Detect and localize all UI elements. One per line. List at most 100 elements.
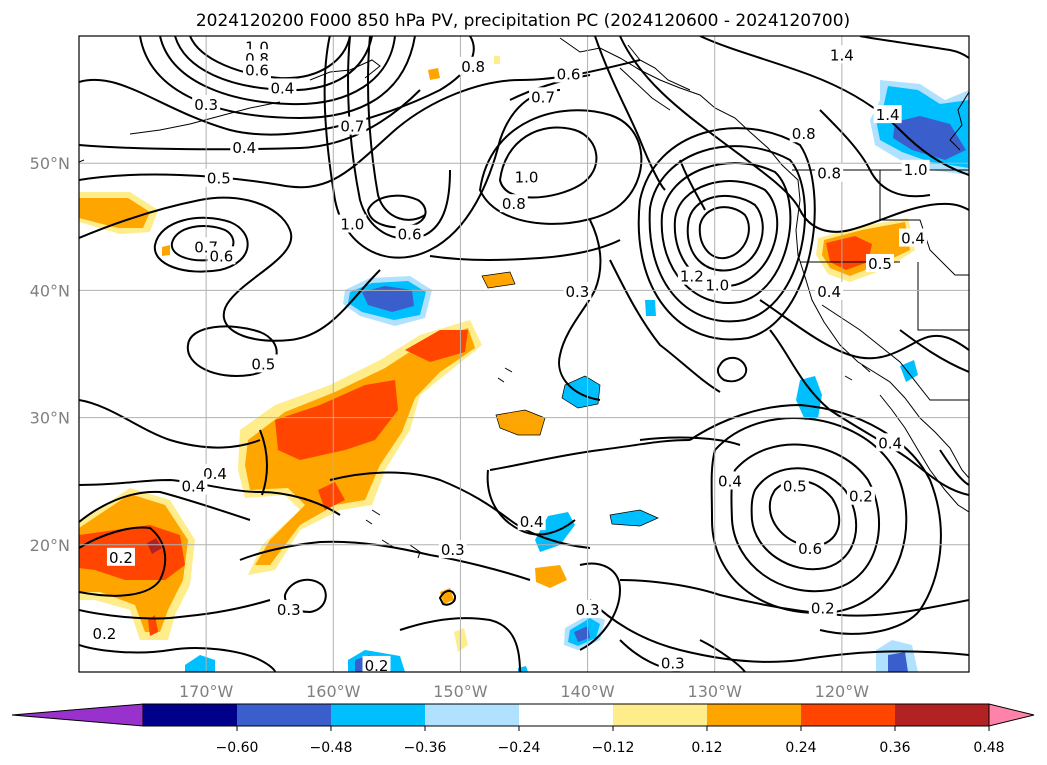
contour-label-bg bbox=[207, 246, 236, 265]
contour-label-bg bbox=[249, 354, 278, 373]
x-tick-label: 120°W bbox=[815, 682, 870, 701]
contour-label-bg bbox=[338, 116, 367, 135]
contour-line bbox=[239, 540, 531, 581]
contour-label: 1.4 bbox=[830, 46, 854, 64]
contour-line bbox=[699, 36, 969, 176]
contour-line bbox=[189, 36, 351, 80]
contour-label: 0.4 bbox=[817, 283, 841, 301]
coastline bbox=[309, 59, 381, 81]
contour-label: 0.5 bbox=[207, 170, 231, 188]
contour-label: 0.6 bbox=[798, 540, 822, 558]
y-tick-label: 40°N bbox=[30, 281, 70, 300]
contour-label-bg bbox=[703, 275, 732, 294]
contour-line bbox=[579, 562, 622, 651]
contour-line bbox=[750, 467, 858, 571]
contour-line bbox=[159, 36, 396, 106]
colorbar-extend-high bbox=[988, 703, 1035, 727]
x-tick-label: 170°W bbox=[179, 682, 234, 701]
negative-anomaly-area bbox=[645, 300, 656, 316]
positive-anomaly-area bbox=[535, 565, 567, 588]
contour-line bbox=[329, 471, 591, 549]
contour-line bbox=[716, 356, 748, 383]
contour-label-bg bbox=[204, 168, 233, 187]
coastline bbox=[559, 37, 969, 479]
colorbar-tick-label: 0.36 bbox=[879, 740, 910, 756]
negative-anomaly-area bbox=[888, 652, 908, 672]
contour-label-bg bbox=[274, 599, 303, 618]
contour-line bbox=[679, 159, 706, 211]
contour-label: 0.8 bbox=[461, 58, 485, 76]
coastline bbox=[949, 91, 969, 151]
contour-line bbox=[699, 639, 746, 672]
negative-anomaly-area bbox=[796, 376, 822, 420]
contour-label: 0.4 bbox=[270, 79, 294, 97]
contour-label: 1.0 bbox=[340, 216, 364, 234]
contour-label: 0.6 bbox=[557, 65, 581, 83]
contour-label-bg bbox=[459, 56, 488, 75]
x-tick-label: 130°W bbox=[688, 682, 743, 701]
contour-line bbox=[79, 490, 251, 523]
coastline bbox=[365, 509, 421, 559]
colorbar-segment bbox=[519, 704, 613, 726]
pv-contour-lines bbox=[79, 36, 969, 672]
coastline bbox=[79, 159, 85, 163]
positive-anomaly-area bbox=[275, 380, 398, 460]
contour-label-bg bbox=[789, 124, 818, 143]
contour-label-bg bbox=[230, 138, 259, 157]
contour-line bbox=[79, 89, 421, 151]
coastline bbox=[129, 101, 281, 135]
negative-anomaly-area bbox=[562, 376, 600, 408]
contour-label: 0.2 bbox=[109, 549, 133, 567]
contour-label-bg bbox=[192, 94, 221, 113]
contour-label-bg bbox=[563, 281, 592, 300]
contour-label: 0.7 bbox=[531, 88, 555, 106]
contour-line bbox=[399, 617, 521, 672]
contour-label: 0.4 bbox=[878, 434, 902, 452]
contour-label-bg bbox=[395, 224, 424, 243]
contour-line bbox=[558, 219, 602, 401]
contour-label: 0.2 bbox=[92, 625, 116, 643]
contour-label: 0.4 bbox=[520, 513, 544, 531]
colorbar-tick-label: 0.12 bbox=[691, 740, 722, 756]
contour-label: 0.3 bbox=[194, 96, 218, 114]
contour-label: 0.5 bbox=[783, 478, 807, 496]
contour-label: 0.4 bbox=[181, 478, 205, 496]
x-axis-ticks: 170°W 160°W 150°W 140°W 130°W 120°W bbox=[179, 682, 869, 701]
contour-label: 0.2 bbox=[811, 600, 835, 618]
contour-line bbox=[619, 36, 969, 233]
positive-anomaly-area bbox=[162, 245, 170, 256]
contour-line bbox=[698, 206, 750, 260]
negative-anomaly-area bbox=[574, 626, 590, 642]
contour-label-bg bbox=[815, 163, 844, 182]
contour-label-bg bbox=[715, 471, 744, 490]
anomaly-outline bbox=[609, 509, 659, 527]
colorbar-segment bbox=[143, 704, 237, 726]
contour-label-bg bbox=[876, 433, 905, 452]
contour-label: 0.2 bbox=[365, 657, 389, 675]
contour-line bbox=[639, 436, 741, 446]
positive-anomaly-area bbox=[245, 328, 475, 565]
contour-line bbox=[594, 36, 666, 191]
contour-line bbox=[79, 399, 261, 449]
chart-title: 2024120200 F000 850 hPa PV, precipitatio… bbox=[196, 11, 850, 31]
contour-label-bg bbox=[658, 653, 687, 672]
contour-label: 0.8 bbox=[792, 125, 816, 143]
contour-line bbox=[899, 329, 969, 373]
contour-line bbox=[438, 590, 457, 606]
contour-label-bg bbox=[499, 194, 528, 213]
contour-label-bg bbox=[901, 159, 930, 178]
contour-label: 0.4 bbox=[901, 230, 925, 248]
colorbar-tick-label: −0.60 bbox=[216, 740, 259, 756]
contour-label-bg bbox=[517, 512, 546, 531]
contour-label: 0.4 bbox=[718, 472, 742, 490]
coastlines bbox=[79, 37, 969, 559]
anomaly-outline bbox=[481, 271, 516, 289]
contour-line bbox=[79, 59, 641, 189]
contour-label: 1.4 bbox=[876, 106, 900, 124]
contour-label-bg bbox=[573, 599, 602, 618]
plot-frame bbox=[78, 35, 970, 673]
contour-line bbox=[819, 109, 931, 198]
contour-label: 0.3 bbox=[661, 654, 685, 672]
contour-label-bg bbox=[90, 624, 119, 643]
contour-label: 0.5 bbox=[251, 355, 275, 373]
